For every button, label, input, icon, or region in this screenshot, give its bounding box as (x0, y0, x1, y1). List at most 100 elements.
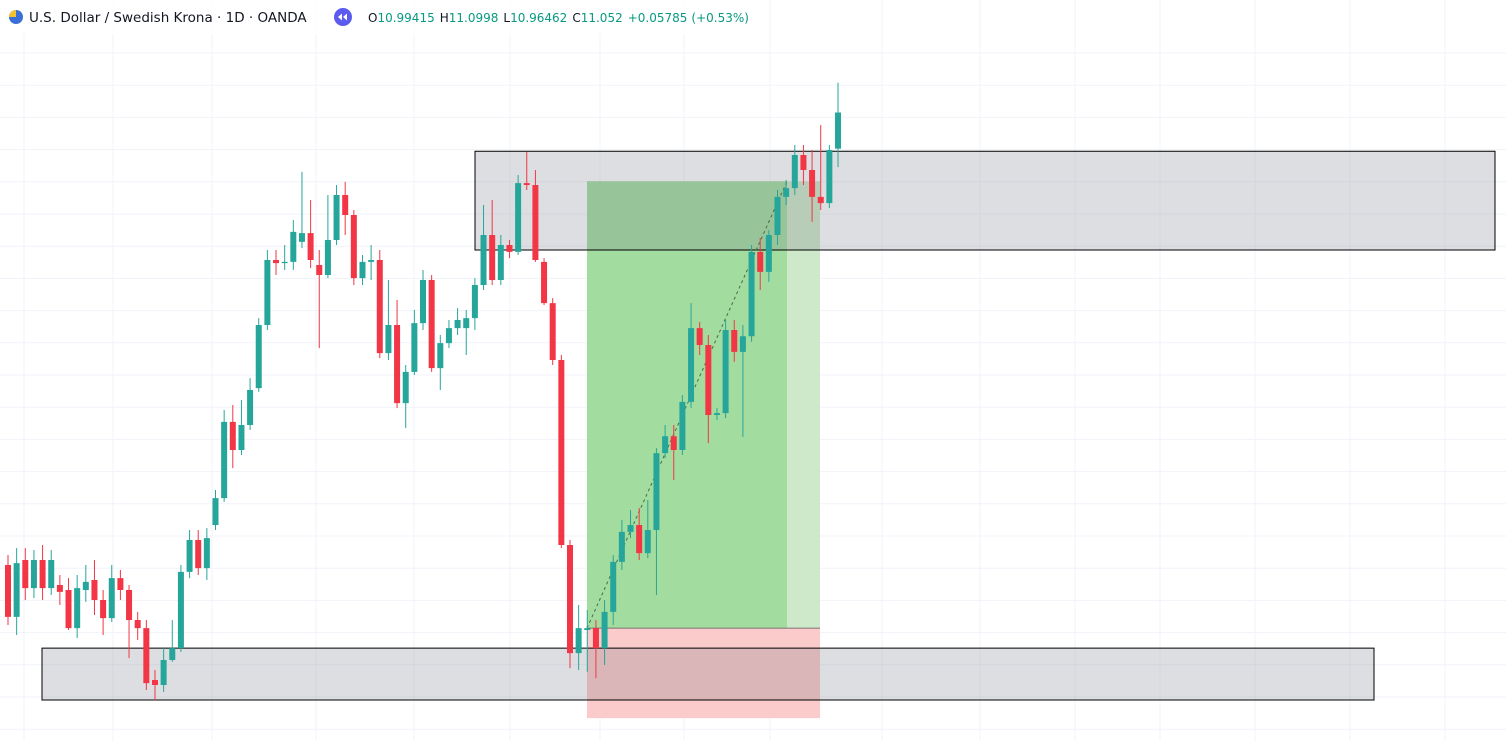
candle-body (791, 155, 798, 189)
candle-body (247, 390, 254, 425)
candle-body (515, 183, 522, 252)
ohlc-value: 11.0998 (449, 11, 499, 25)
candle-body (722, 330, 729, 414)
candle-body (774, 196, 781, 235)
candle-body (30, 560, 37, 589)
candles (5, 82, 842, 700)
ohlc-label: C (572, 11, 580, 25)
candle-body (229, 421, 236, 450)
candle-body (644, 530, 651, 554)
ohlc-value: 11.052 (581, 11, 623, 25)
candle-body (151, 680, 158, 685)
change: +0.05785 (628, 11, 688, 25)
candle-body (385, 325, 392, 354)
candle-body (489, 235, 496, 280)
candle-body (558, 360, 565, 545)
candle-body (420, 280, 427, 324)
candle-body (757, 251, 764, 272)
candle-body (255, 325, 262, 389)
candle-body (748, 251, 755, 337)
candle-body (713, 413, 720, 415)
candle-body (809, 170, 816, 197)
candle-body (48, 560, 55, 589)
candle-body (471, 285, 478, 319)
candle-body (273, 260, 280, 264)
candle-body (169, 648, 176, 660)
candle-body (160, 660, 167, 685)
drawings (41, 150, 1496, 719)
candle-body (575, 628, 582, 654)
candle-body (428, 280, 435, 369)
candle-body (177, 571, 184, 649)
candle-body (437, 343, 444, 369)
candle-body (203, 538, 210, 569)
candle-body (342, 195, 349, 215)
candle-body (480, 235, 487, 285)
candle-body (65, 590, 72, 629)
symbol-icon-part (9, 10, 16, 17)
candle-body (463, 318, 470, 329)
candle-body (506, 245, 513, 252)
candle-body (610, 561, 617, 612)
candle-body (739, 336, 746, 352)
candle-body (636, 525, 643, 554)
candle-body (264, 260, 271, 325)
candle-body (454, 320, 461, 329)
candle-body (212, 498, 219, 525)
candle-body (307, 233, 314, 260)
candle-body (688, 328, 695, 402)
candle-body (82, 581, 89, 590)
candle-body (221, 421, 228, 499)
ohlc-label: H (440, 11, 449, 25)
candle-body (290, 231, 297, 262)
ohlc-value: 10.99415 (377, 11, 434, 25)
candle-body (662, 436, 669, 454)
candle-body (281, 261, 288, 264)
header-bg (0, 0, 760, 34)
candle-body (316, 265, 323, 275)
candle-body (394, 325, 401, 404)
candle-body (835, 112, 842, 149)
candle-body (826, 150, 833, 204)
candle-body (186, 540, 193, 572)
candle-body (143, 628, 150, 684)
candle-body (22, 560, 29, 589)
candle-body (117, 578, 124, 590)
candle-body (783, 188, 790, 197)
candle-body (566, 545, 573, 654)
symbol-title: U.S. Dollar / Swedish Krona · 1D · OANDA (29, 10, 307, 26)
candle-body (731, 330, 738, 352)
candle-body (541, 261, 548, 304)
candle-body (618, 531, 625, 562)
candle-body (238, 425, 245, 450)
sr-zone (474, 150, 1496, 251)
candle-body (56, 585, 63, 592)
candle-body (195, 540, 202, 569)
sr-zone (41, 647, 1375, 701)
candle-body (523, 183, 530, 185)
candle-body (549, 303, 556, 360)
candle-body (100, 600, 107, 619)
stop-zone (587, 628, 820, 719)
candle-body (324, 240, 331, 275)
ohlc-label: O (368, 11, 377, 25)
candle-body (91, 580, 98, 600)
candle-body (497, 245, 504, 280)
header: U.S. Dollar / Swedish Krona · 1D · OANDA… (0, 0, 760, 34)
candle-body (679, 401, 686, 450)
candle-body (333, 195, 340, 240)
candle-body (402, 371, 409, 404)
candle-body (5, 565, 11, 617)
candle-body (817, 196, 824, 204)
candle-body (765, 235, 772, 272)
candle-body (800, 155, 807, 170)
replay-icon (338, 13, 347, 21)
candle-body (601, 611, 608, 649)
candle-body (126, 590, 133, 620)
candle-body (350, 215, 357, 279)
candle-body (653, 453, 660, 530)
candle-body (298, 233, 305, 242)
candle-body (39, 560, 46, 589)
